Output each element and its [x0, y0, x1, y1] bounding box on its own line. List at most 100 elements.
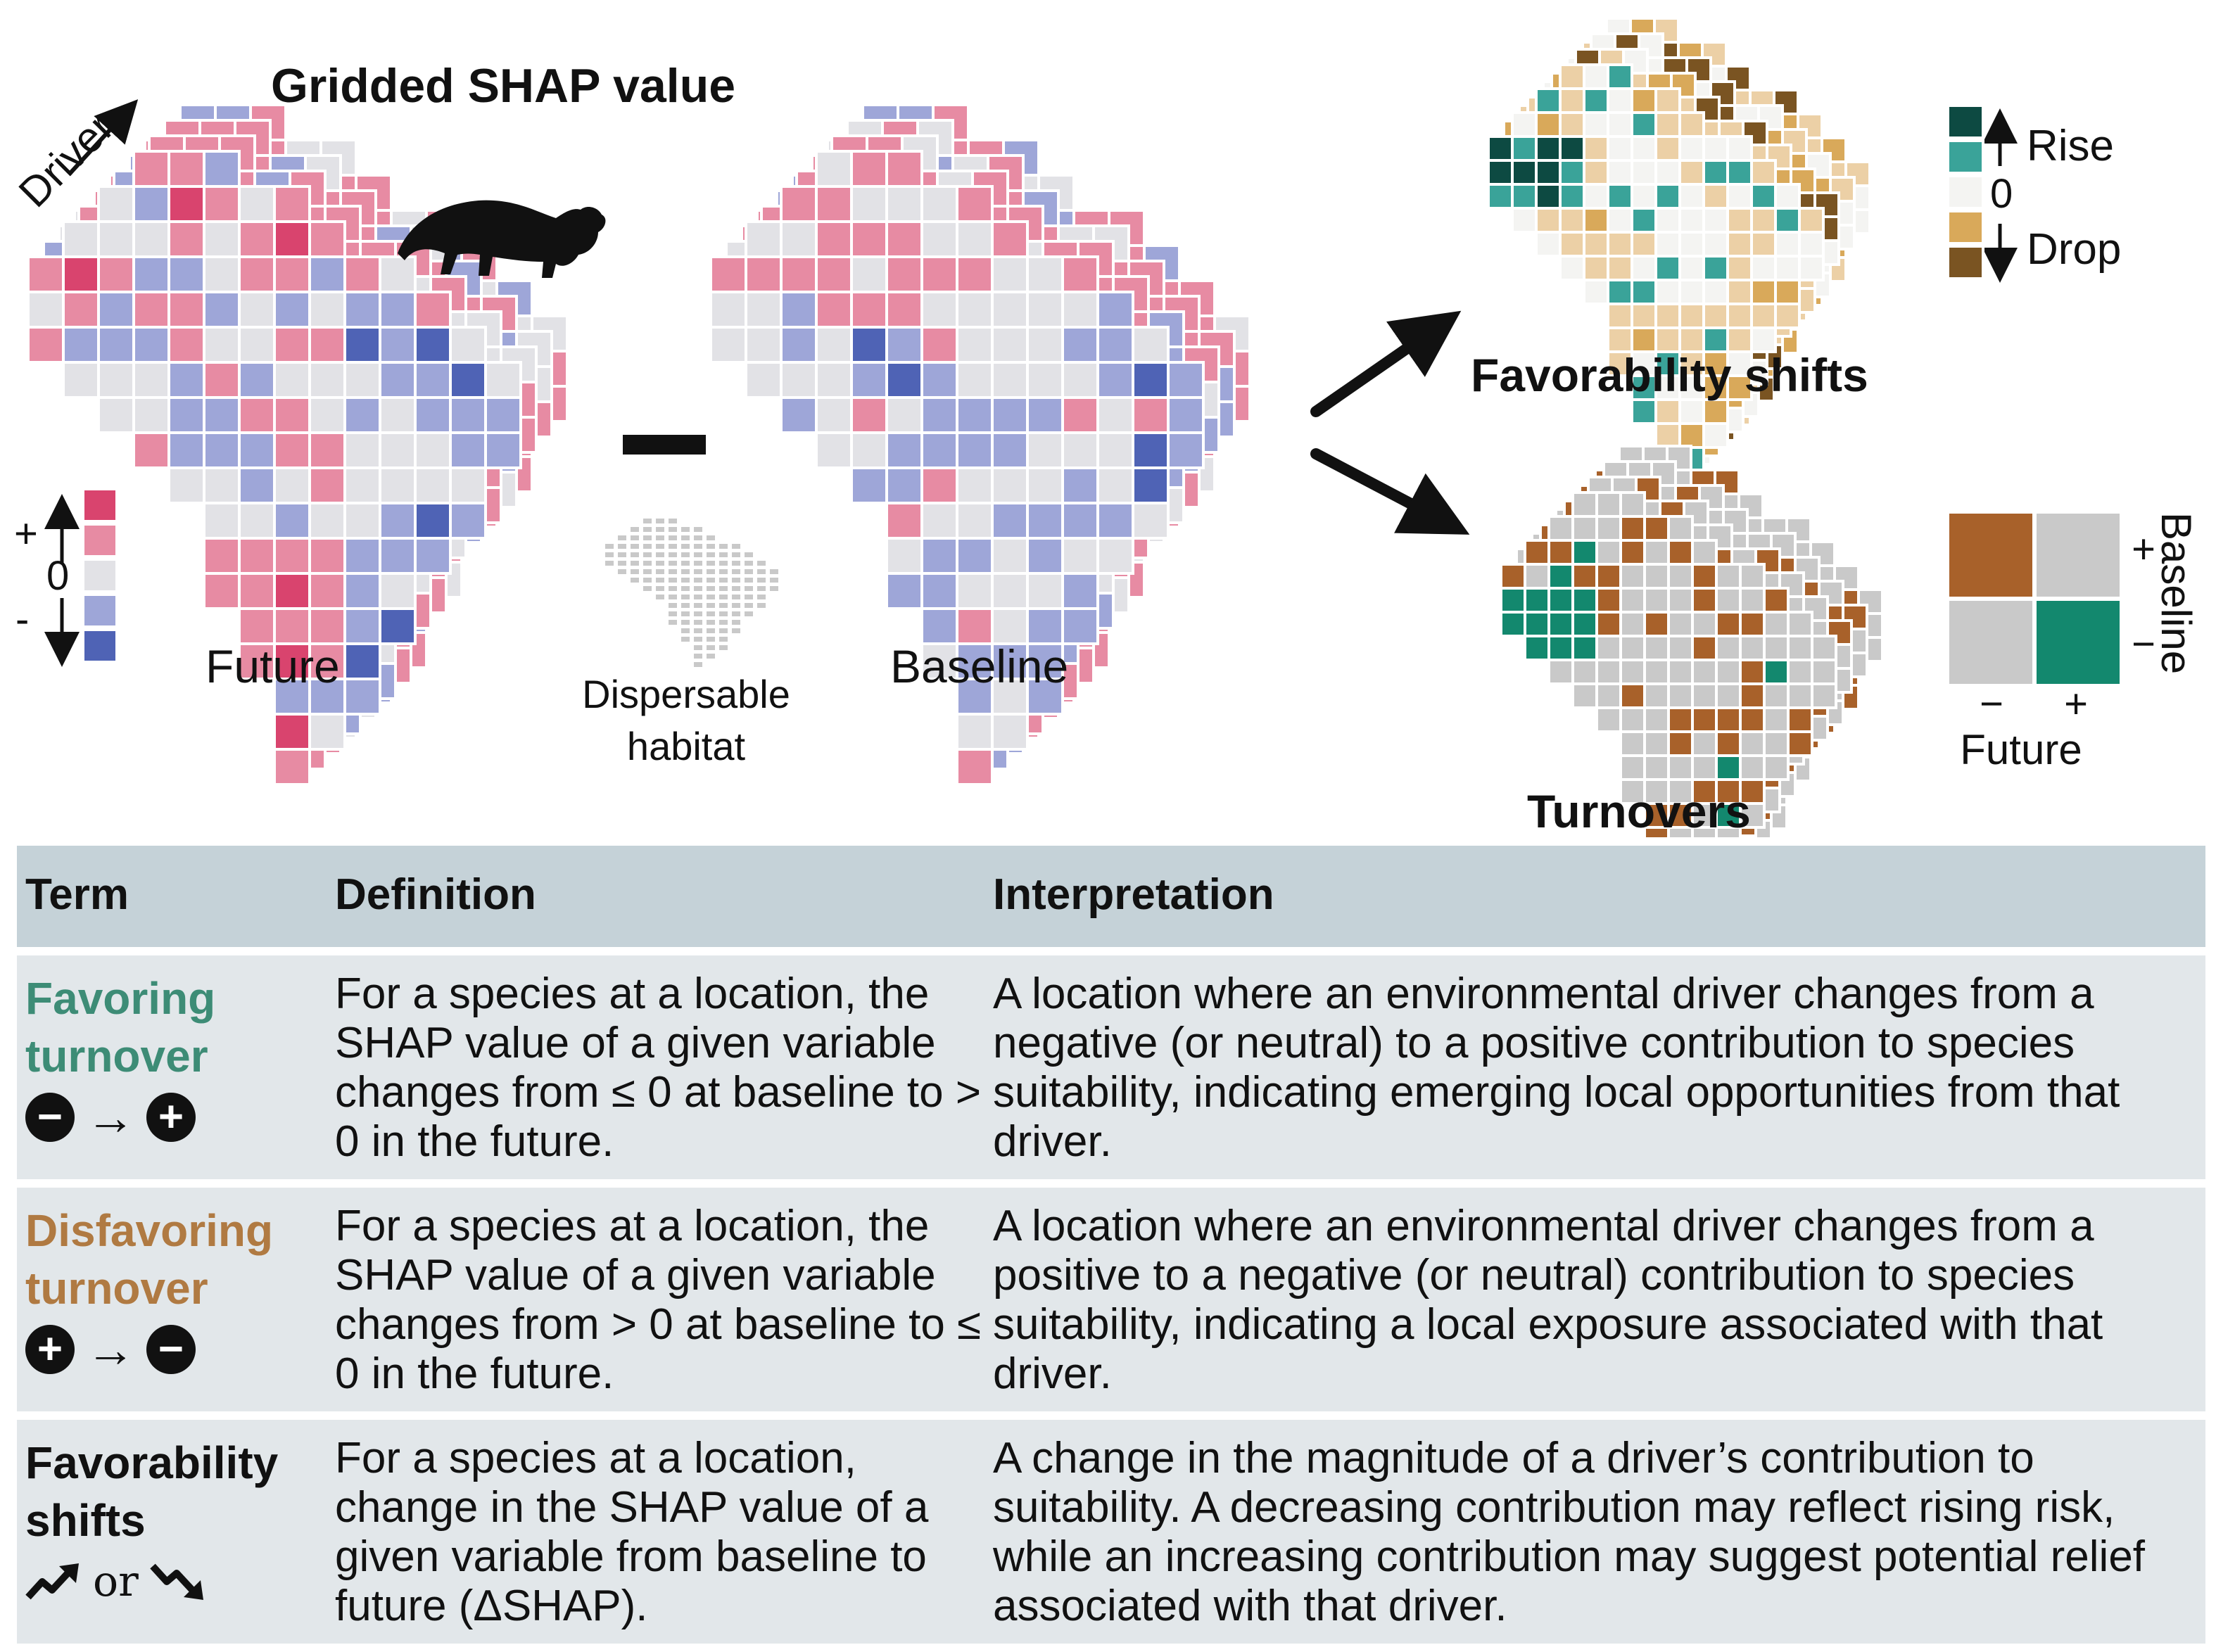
- grid-cell: [414, 466, 452, 504]
- grid-cell: [1691, 682, 1718, 709]
- grid-cell: [238, 466, 276, 504]
- grid-cell: [308, 678, 346, 716]
- grid-cell: [1654, 87, 1681, 114]
- legend-zero: 0: [46, 553, 69, 599]
- grid-cell: [1061, 537, 1099, 575]
- grid-cell: [1763, 611, 1790, 637]
- habitat-cell: [729, 558, 743, 568]
- grid-cell: [97, 396, 135, 434]
- habitat-cell: [704, 541, 718, 552]
- grid-cell: [1595, 706, 1622, 733]
- habitat-cell: [628, 541, 642, 552]
- grid-cell: [1487, 159, 1514, 186]
- grid-cell: [203, 396, 241, 434]
- grid-cell: [920, 572, 958, 610]
- grid-cell: [956, 431, 994, 469]
- habitat-cell: [640, 533, 654, 543]
- habitat-cell: [678, 617, 692, 628]
- grid-cell: [1583, 231, 1609, 258]
- habitat-cell: [691, 549, 705, 560]
- grid-cell: [167, 220, 205, 258]
- grid-cell: [308, 713, 346, 751]
- habitat-cell: [653, 575, 667, 585]
- grid-cell: [745, 291, 783, 329]
- grid-cell: [1026, 361, 1064, 399]
- grid-cell: [1595, 515, 1622, 542]
- grid-cell: [273, 220, 311, 258]
- habitat-cell: [704, 651, 718, 661]
- grid-cell: [273, 255, 311, 293]
- grid-cell: [1730, 834, 1757, 837]
- grid-cell: [1026, 572, 1064, 610]
- grid-cell: [343, 572, 381, 610]
- grid-cell: [1061, 291, 1099, 329]
- grid-cell: [885, 502, 923, 540]
- habitat-cell: [615, 541, 629, 552]
- grid-cell: [1726, 255, 1753, 281]
- grid-cell: [1607, 279, 1633, 305]
- grid-cell: [1750, 183, 1777, 210]
- grid-cell: [1750, 207, 1777, 234]
- grid-cell: [1654, 231, 1681, 258]
- grid-cell: [1750, 279, 1777, 305]
- diagram: Gridded SHAP value Driver Future Baselin…: [10, 17, 2200, 837]
- grid-cell: [1607, 183, 1633, 210]
- grid-cell: [449, 361, 487, 399]
- habitat-cell: [729, 592, 743, 602]
- grid-cell: [1631, 87, 1657, 114]
- rise-drop-swatch: [1946, 210, 1984, 245]
- legend-minus: -: [15, 597, 29, 642]
- grid-cell: [1583, 135, 1609, 162]
- habitat-cell: [742, 592, 756, 602]
- grid-cell: [1715, 730, 1742, 757]
- grid-cell: [1595, 563, 1622, 590]
- grid-cell: [484, 431, 522, 469]
- rise-label: Rise: [2027, 122, 2114, 170]
- grid-cell: [885, 326, 923, 364]
- grid-cell: [1559, 87, 1585, 114]
- grid-cell: [1643, 826, 1670, 837]
- habitat-cell: [704, 609, 718, 619]
- habitat-cell: [653, 592, 667, 602]
- grid-cell: [97, 185, 135, 223]
- grid-cell: [379, 466, 417, 504]
- grid-cell: [1715, 826, 1742, 837]
- shap-legend-swatch: [82, 488, 118, 523]
- habitat-cell: [742, 549, 756, 560]
- header-term: Term: [25, 870, 129, 919]
- habitat-cell: [742, 566, 756, 577]
- grid-cell: [1026, 678, 1064, 716]
- grid-cell: [1715, 611, 1742, 637]
- grid-cell: [203, 150, 241, 188]
- grid-cell: [1678, 159, 1705, 186]
- grid-cell: [1726, 350, 1753, 377]
- grid-cell: [1667, 682, 1694, 709]
- term-cell: Favoring turnover − → +: [17, 955, 327, 1179]
- grid-cell: [1631, 398, 1657, 425]
- grid-cell: [920, 607, 958, 645]
- interpretation-cell: A location where an environmental driver…: [993, 970, 2120, 1166]
- grid-cell: [203, 537, 241, 575]
- grid-cell: [1643, 754, 1670, 781]
- habitat-cell: [640, 516, 654, 526]
- grid-cell: [414, 291, 452, 329]
- grid-cell: [167, 466, 205, 504]
- grid-cell: [920, 185, 958, 223]
- grid-cell: [1643, 730, 1670, 757]
- grid-cell: [414, 396, 452, 434]
- grid-cell: [379, 396, 417, 434]
- grid-cell: [956, 185, 994, 223]
- habitat-cell: [729, 583, 743, 594]
- grid-cell: [1535, 183, 1562, 210]
- grid-cell: [167, 396, 205, 434]
- grid-cell: [1583, 207, 1609, 234]
- grid-cell: [1763, 706, 1790, 733]
- grid-cell: [1643, 515, 1670, 542]
- grid-cell: [1595, 539, 1622, 566]
- turnover-future-label: Future: [1960, 726, 2082, 773]
- grid-cell: [273, 678, 311, 716]
- habitat-cell: [716, 575, 730, 585]
- grid-cell: [1524, 539, 1550, 566]
- grid-cell: [1643, 611, 1670, 637]
- grid-cell: [1691, 730, 1718, 757]
